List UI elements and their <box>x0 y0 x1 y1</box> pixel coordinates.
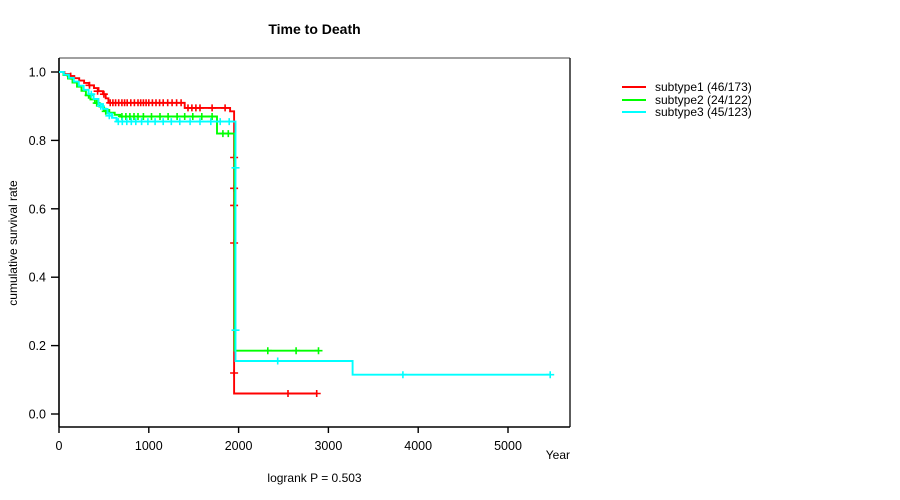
censor-mark-subtype3 <box>273 357 282 365</box>
x-tick-label: 2000 <box>225 439 253 453</box>
y-axis-title: cumulative survival rate <box>6 180 20 306</box>
censor-mark-subtype2 <box>156 113 164 120</box>
censor-mark-subtype2 <box>224 130 233 138</box>
x-tick-label: 4000 <box>404 439 432 453</box>
censor-mark-subtype3 <box>143 118 152 126</box>
censor-mark-subtype3 <box>151 118 160 126</box>
censor-mark-subtype3 <box>196 118 204 126</box>
censor-mark-subtype3 <box>216 118 225 126</box>
censor-mark-subtype2 <box>292 347 301 355</box>
censor-mark-subtype1 <box>284 390 292 397</box>
censor-mark-subtype1 <box>221 104 230 112</box>
censor-mark-subtype3 <box>186 118 195 126</box>
censor-mark-subtype2 <box>139 113 148 120</box>
survival-curve-subtype1 <box>59 71 318 395</box>
y-tick-label: 0.2 <box>29 339 46 353</box>
censor-mark-subtype3 <box>398 371 407 379</box>
x-tick-label: 0 <box>56 439 63 453</box>
legend-swatch-subtype1 <box>622 86 646 89</box>
censor-mark-subtype3 <box>167 118 176 126</box>
legend-item-subtype2: subtype2 (24/122) <box>622 92 752 107</box>
censor-mark-subtype1 <box>99 90 108 98</box>
censor-mark-subtype2 <box>314 347 323 355</box>
censor-mark-subtype2 <box>180 113 189 120</box>
censor-mark-subtype3 <box>96 102 105 110</box>
censor-mark-subtype1 <box>177 99 186 107</box>
logrank-pvalue: logrank P = 0.503 <box>267 471 362 485</box>
censor-mark-subtype2 <box>197 113 206 120</box>
censor-mark-subtype1 <box>312 390 321 397</box>
censor-mark-subtype3 <box>546 371 555 379</box>
censor-mark-subtype1 <box>208 104 217 112</box>
y-tick-label: 1.0 <box>29 66 46 80</box>
legend-label-subtype3: subtype3 (45/123) <box>655 105 752 119</box>
censor-mark-subtype3 <box>105 112 114 120</box>
y-tick-label: 0.6 <box>29 202 46 216</box>
y-tick-label: 0.8 <box>29 134 46 148</box>
censor-mark-subtype1 <box>196 104 204 112</box>
survival-curve-subtype2 <box>59 71 319 352</box>
censor-mark-subtype3 <box>159 118 168 126</box>
censor-mark-subtype1 <box>230 369 239 377</box>
censor-mark-subtype3 <box>87 90 96 98</box>
censor-mark-subtype3 <box>231 326 240 334</box>
censor-mark-subtype2 <box>164 113 173 120</box>
censor-mark-subtype2 <box>188 113 197 120</box>
legend-item-subtype3: subtype3 (45/123) <box>622 106 752 119</box>
censor-mark-subtype3 <box>175 118 184 126</box>
censor-mark-subtype2 <box>173 113 182 120</box>
legend: subtype1 (46/173) subtype2 (24/122) subt… <box>622 81 752 119</box>
censor-mark-subtype2 <box>208 113 217 120</box>
censor-mark-subtype2 <box>263 347 272 355</box>
censor-mark-subtype2 <box>147 113 156 120</box>
censor-mark-subtype3 <box>225 118 234 126</box>
x-tick-label: 5000 <box>494 439 522 453</box>
y-tick-label: 0.0 <box>29 408 46 422</box>
legend-label-subtype2: subtype2 (24/122) <box>655 92 752 107</box>
x-axis-title: Year <box>545 448 570 462</box>
x-tick-label: 1000 <box>135 439 163 453</box>
censor-mark-subtype1 <box>85 81 94 89</box>
legend-swatch-subtype3 <box>622 111 646 114</box>
legend-label-subtype1: subtype1 (46/173) <box>655 80 752 94</box>
censor-mark-subtype3 <box>231 164 240 172</box>
legend-item-subtype1: subtype1 (46/173) <box>622 81 752 94</box>
legend-swatch-subtype2 <box>622 98 646 101</box>
plot-title: Time to Death <box>268 21 361 37</box>
censor-mark-subtype1 <box>93 87 102 95</box>
x-tick-label: 3000 <box>314 439 342 453</box>
censor-mark-subtype3 <box>206 118 215 126</box>
y-tick-label: 0.4 <box>29 271 46 285</box>
